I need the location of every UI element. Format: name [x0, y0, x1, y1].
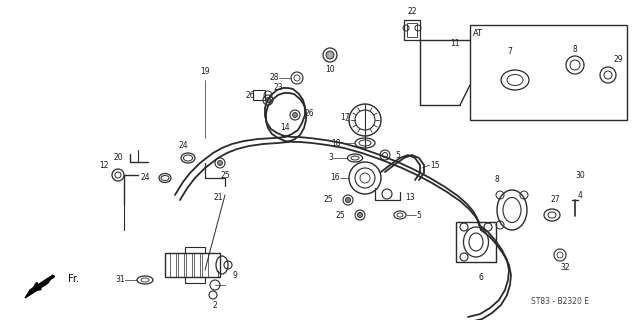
Circle shape	[292, 113, 297, 117]
Text: 26: 26	[245, 91, 255, 100]
Text: 8: 8	[573, 44, 577, 53]
Text: 20: 20	[113, 154, 123, 163]
Bar	[456, 222, 496, 262]
Bar	[194, 253, 200, 277]
Text: 31: 31	[115, 276, 125, 284]
Circle shape	[217, 161, 222, 165]
Text: 6: 6	[478, 273, 483, 282]
Text: 4: 4	[578, 191, 582, 201]
Text: 26: 26	[304, 108, 314, 117]
Text: 13: 13	[405, 194, 415, 203]
Bar	[186, 253, 192, 277]
Text: 27: 27	[550, 195, 560, 204]
Text: AT: AT	[473, 28, 483, 37]
Text: 25: 25	[324, 196, 333, 204]
Bar	[202, 253, 208, 277]
Text: 7: 7	[508, 47, 512, 57]
Text: 23: 23	[273, 83, 283, 92]
Circle shape	[266, 98, 271, 102]
Text: 24: 24	[140, 173, 150, 182]
Text: 12: 12	[99, 161, 109, 170]
Bar	[178, 253, 184, 277]
Text: 11: 11	[450, 38, 460, 47]
Text: 25: 25	[220, 171, 230, 180]
Polygon shape	[25, 275, 53, 298]
Text: 10: 10	[325, 65, 335, 74]
Bar	[170, 253, 176, 277]
Text: 9: 9	[233, 270, 238, 279]
Bar	[253, 90, 265, 100]
Circle shape	[326, 51, 334, 59]
Text: 30: 30	[575, 171, 585, 180]
Text: 2: 2	[213, 300, 217, 309]
Text: 18: 18	[331, 139, 341, 148]
Bar	[165, 253, 220, 277]
Bar	[404, 20, 420, 40]
Bar	[407, 23, 417, 37]
Text: 5: 5	[416, 211, 421, 220]
Text: 5: 5	[395, 150, 400, 159]
Text: 3: 3	[328, 154, 333, 163]
Text: 19: 19	[200, 68, 210, 76]
Text: 1: 1	[216, 270, 220, 279]
Text: ST83 - B2320 E: ST83 - B2320 E	[531, 298, 589, 307]
Text: 8: 8	[494, 175, 499, 185]
Text: 29: 29	[613, 54, 623, 63]
Text: 15: 15	[430, 161, 440, 170]
Text: 22: 22	[407, 7, 417, 17]
Text: 21: 21	[213, 194, 223, 203]
Text: Fr.: Fr.	[68, 274, 79, 284]
Text: 16: 16	[331, 173, 340, 182]
Text: 24: 24	[178, 141, 188, 150]
Text: 28: 28	[269, 74, 279, 83]
Text: 17: 17	[340, 114, 350, 123]
Text: 14: 14	[280, 124, 290, 132]
Circle shape	[357, 212, 362, 218]
Bar	[470, 25, 627, 120]
Text: 32: 32	[560, 262, 570, 271]
Circle shape	[345, 197, 350, 203]
Text: 25: 25	[335, 211, 345, 220]
